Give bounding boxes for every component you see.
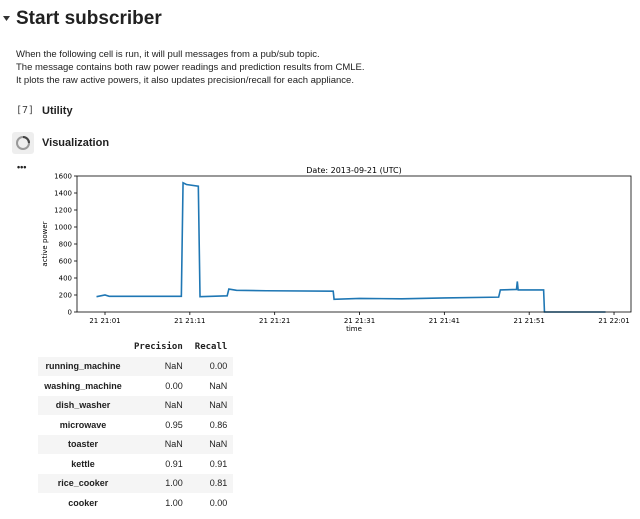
table-row: dish_washer NaN NaN <box>38 395 234 415</box>
cell-value: NaN <box>188 434 234 454</box>
table-row: cooker 1.00 0.00 <box>38 493 233 513</box>
column-header: Precision <box>134 341 183 352</box>
cell-value: 0.00 <box>209 497 228 508</box>
plot-frame <box>76 175 632 313</box>
table-row: kettle 0.91 0.91 <box>38 454 233 474</box>
y-tick-label: 200 <box>59 292 72 300</box>
cell-value: NaN <box>128 356 189 376</box>
y-tick-label: 1600 <box>54 173 72 181</box>
cell-value: 0.00 <box>165 380 183 391</box>
cell-value: NaN <box>209 380 228 391</box>
column-header: Recall <box>194 341 228 352</box>
cell-title[interactable]: Visualization <box>42 137 110 149</box>
collapse-toggle[interactable] <box>3 16 11 22</box>
data-line <box>96 181 606 313</box>
description-line: The message contains both raw power read… <box>16 62 365 73</box>
y-tick-label: 1400 <box>54 190 72 198</box>
row-label: microwave <box>59 419 107 430</box>
y-tick-label: 600 <box>59 258 72 266</box>
y-tick-label: 1200 <box>54 207 72 215</box>
row-label: kettle <box>71 458 95 469</box>
row-label: rice_cooker <box>38 473 128 493</box>
cell-value: 0.00 <box>188 356 234 376</box>
description: When the following cell is run, it will … <box>16 48 365 87</box>
cell-value: NaN <box>128 395 189 415</box>
x-tick-label: 21 21:11 <box>174 317 205 325</box>
description-line: When the following cell is run, it will … <box>16 49 320 60</box>
y-tick-label: 400 <box>59 275 72 283</box>
y-tick-label: 800 <box>59 241 72 249</box>
index-header <box>38 337 128 357</box>
row-label: running_machine <box>38 356 128 376</box>
metrics-table: Precision Recall running_machine NaN 0.00 wa… <box>38 337 234 513</box>
x-axis-label: time <box>346 325 362 333</box>
cell-prompt: [7] <box>16 105 35 116</box>
cell-title[interactable]: Utility <box>42 105 73 117</box>
cell-value: 0.91 <box>165 458 183 469</box>
cell-value: 0.91 <box>209 458 228 469</box>
cell-value: 0.81 <box>188 473 234 493</box>
x-tick-label: 21 21:41 <box>429 317 460 325</box>
table-row: rice_cooker 1.00 0.81 <box>38 473 234 493</box>
chart: Date: 2013-09-21 (UTC) time active power 0 2… <box>41 166 632 333</box>
row-label: dish_washer <box>38 395 128 415</box>
cell-value: NaN <box>128 434 189 454</box>
section-title: Start subscriber <box>16 8 162 29</box>
chart-title: Date: 2013-09-21 (UTC) <box>306 166 402 175</box>
row-label: cooker <box>68 497 98 508</box>
y-tick-label: 0 <box>68 309 72 317</box>
table-row: washing_machine 0.00 NaN <box>38 376 233 396</box>
description-line: It plots the raw active powers, it also … <box>16 75 354 86</box>
x-tick-label: 21 22:01 <box>598 317 629 325</box>
row-label: toaster <box>38 434 128 454</box>
table-row: toaster NaN NaN <box>38 434 234 454</box>
x-tick-label: 21 21:51 <box>514 317 545 325</box>
cell-value: 0.95 <box>165 419 183 430</box>
x-tick-label: 21 21:31 <box>344 317 375 325</box>
x-tick-label: 21 21:21 <box>259 317 290 325</box>
y-tick-label: 1000 <box>54 224 72 232</box>
y-axis-label: active power <box>41 221 49 266</box>
cell-value: 0.86 <box>209 419 228 430</box>
table-row: running_machine NaN 0.00 <box>38 356 234 376</box>
table-row: microwave 0.95 0.86 <box>38 415 233 435</box>
cell-value: 1.00 <box>128 473 189 493</box>
output-marker[interactable]: ••• <box>17 162 27 172</box>
cell-value: 1.00 <box>165 497 183 508</box>
running-spinner[interactable] <box>12 132 34 154</box>
row-label: washing_machine <box>44 380 122 391</box>
cell-value: NaN <box>188 395 234 415</box>
x-tick-label: 21 21:01 <box>89 317 120 325</box>
